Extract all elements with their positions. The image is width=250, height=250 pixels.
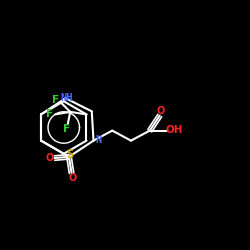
Text: O: O bbox=[156, 106, 165, 116]
Text: N: N bbox=[95, 135, 101, 145]
Text: F: F bbox=[52, 95, 59, 105]
Text: S: S bbox=[66, 148, 73, 161]
Text: F: F bbox=[46, 109, 53, 119]
Text: O: O bbox=[68, 172, 76, 182]
Text: F: F bbox=[63, 124, 70, 134]
Text: NH: NH bbox=[60, 93, 72, 103]
Text: O: O bbox=[46, 153, 54, 163]
Text: OH: OH bbox=[166, 125, 183, 135]
